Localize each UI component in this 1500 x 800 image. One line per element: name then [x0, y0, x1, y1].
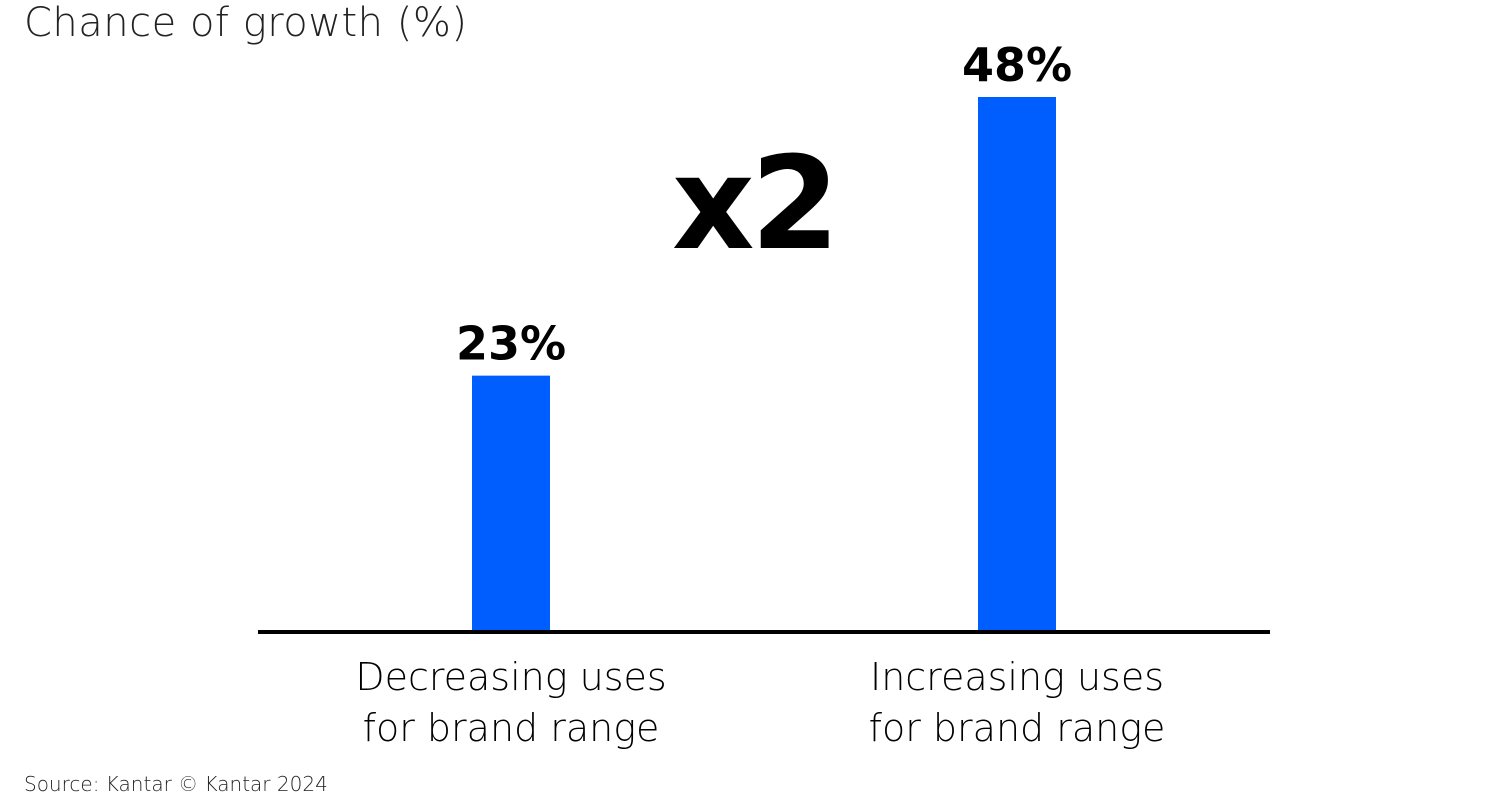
- multiplier-annotation: x2: [672, 130, 840, 279]
- data-label: 48%: [962, 38, 1072, 92]
- bar: [472, 375, 550, 632]
- bar: [978, 97, 1056, 632]
- data-label: 23%: [456, 317, 566, 371]
- category-label: for brand range: [363, 706, 660, 750]
- category-label: Decreasing uses: [355, 655, 666, 699]
- source-note: Source: Kantar © Kantar 2024: [24, 772, 328, 796]
- category-label: Increasing uses: [870, 655, 1164, 699]
- chart-title: Chance of growth (%): [24, 0, 468, 46]
- category-label: for brand range: [869, 706, 1166, 750]
